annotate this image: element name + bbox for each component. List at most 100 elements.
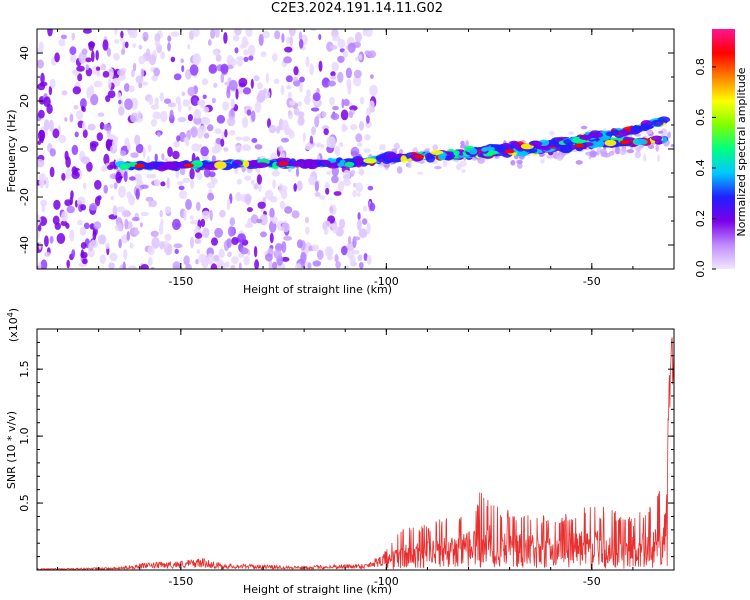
noise-blob [183, 255, 190, 266]
noise-blob [132, 43, 137, 48]
noise-blob [379, 144, 386, 149]
noise-blob [178, 185, 185, 191]
noise-blob [148, 198, 152, 208]
chart-title: C2E3.2024.191.14.11.G02 [270, 1, 444, 16]
noise-blob [331, 61, 340, 72]
noise-blob [213, 82, 218, 88]
noise-blob [152, 111, 162, 120]
noise-blob [339, 141, 344, 148]
noise-blob [164, 233, 172, 241]
noise-blob [118, 106, 125, 116]
noise-blob [332, 223, 339, 234]
noise-blob [193, 116, 202, 125]
noise-blob [201, 256, 208, 268]
noise-blob [82, 258, 88, 265]
noise-blob [234, 47, 239, 54]
ridge-blob [529, 141, 543, 147]
noise-blob [315, 142, 322, 148]
noise-blob [160, 110, 168, 123]
noise-blob [355, 182, 364, 193]
noise-blob [107, 90, 116, 99]
noise-blob [350, 124, 358, 131]
noise-blob [160, 181, 166, 187]
noise-blob [269, 232, 274, 244]
noise-blob [223, 147, 229, 152]
noise-blob [134, 134, 141, 146]
noise-blob [201, 78, 209, 86]
noise-blob [295, 167, 300, 177]
noise-blob [626, 149, 635, 154]
noise-blob [97, 112, 105, 117]
heatmap-layer [37, 29, 674, 269]
noise-blob [540, 158, 545, 164]
noise-blob [128, 85, 135, 93]
noise-blob [175, 168, 180, 179]
noise-blob [549, 130, 555, 136]
noise-blob [80, 204, 87, 211]
noise-blob [296, 239, 303, 249]
noise-blob [238, 77, 248, 87]
noise-blob [347, 249, 354, 260]
noise-blob [281, 241, 287, 254]
noise-blob [242, 87, 252, 95]
noise-blob [169, 109, 174, 120]
ridge-blob [563, 139, 572, 145]
ridge-blob [579, 134, 592, 140]
noise-blob [65, 222, 70, 229]
noise-blob [78, 51, 87, 64]
noise-blob [49, 119, 54, 132]
noise-blob [178, 190, 188, 200]
ridge-blob [597, 139, 605, 148]
ridge-blob [156, 164, 168, 172]
noise-blob [200, 146, 209, 157]
noise-blob [150, 119, 157, 127]
noise-blob [281, 137, 289, 143]
hot-core [574, 143, 585, 148]
noise-blob [40, 72, 45, 85]
noise-blob [58, 134, 67, 144]
noise-blob [66, 259, 70, 269]
noise-blob [135, 143, 144, 154]
noise-blob [71, 249, 76, 258]
noise-blob [244, 175, 252, 181]
noise-blob [214, 227, 224, 238]
noise-blob [286, 85, 292, 90]
noise-blob [231, 256, 239, 265]
noise-blob [226, 238, 232, 249]
noise-blob [99, 254, 107, 265]
ridge-blob [363, 158, 377, 164]
noise-blob [154, 97, 159, 106]
ridge-blob [144, 163, 152, 170]
noise-blob [148, 54, 157, 66]
ridge-blob [178, 161, 186, 169]
y-tick-label: 40 [18, 46, 31, 60]
noise-blob [189, 64, 199, 76]
noise-blob [432, 144, 439, 152]
ridge-blob [231, 162, 239, 169]
noise-blob [77, 73, 83, 82]
noise-blob [287, 110, 293, 120]
noise-blob [293, 183, 298, 192]
noise-blob [38, 173, 47, 182]
noise-blob [37, 261, 42, 269]
noise-blob [244, 193, 252, 205]
noise-blob [211, 237, 218, 246]
noise-blob [159, 92, 164, 102]
noise-blob [305, 226, 310, 235]
noise-blob [307, 262, 312, 269]
noise-blob [337, 180, 345, 193]
snr-chart: -150 -100 -50 0.5 1.0 1.5 Height of straight l… [5, 308, 675, 596]
noise-blob [37, 214, 41, 226]
noise-blob [173, 73, 182, 81]
noise-blob [147, 144, 152, 152]
noise-blob [207, 39, 212, 46]
noise-blob [230, 98, 235, 109]
hot-core [184, 163, 195, 168]
noise-blob [124, 98, 133, 110]
noise-blob [236, 178, 242, 185]
noise-blob [246, 207, 253, 213]
noise-blob [109, 252, 118, 262]
heatmap-axes: -150 -100 -50 -40 -20 0 20 40 Height of straight… [5, 28, 675, 296]
noise-blob [61, 211, 68, 222]
noise-blob [418, 160, 425, 164]
